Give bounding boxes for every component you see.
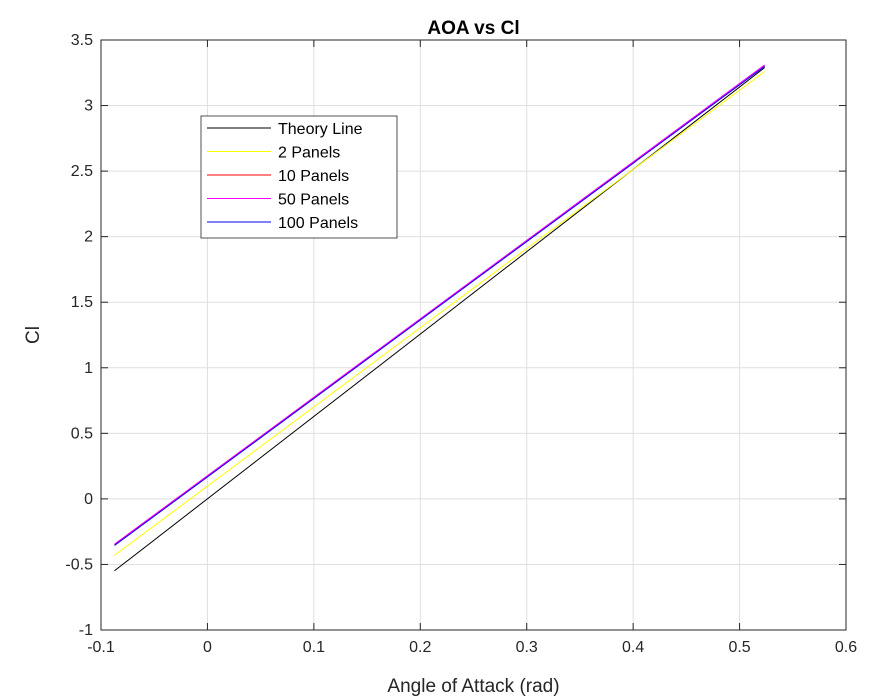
y-tick-label: 1 (84, 360, 93, 377)
legend: Theory Line 2 Panels 10 Panels 50 Panels 100… (200, 115, 398, 239)
legend-entry: Theory Line (278, 121, 363, 138)
series-group (114, 64, 765, 572)
y-tick-label: 2.5 (71, 163, 93, 180)
y-tick-label: 3.5 (71, 32, 93, 49)
x-tick-label: 0.3 (516, 639, 538, 656)
x-tick-label: -0.1 (87, 639, 115, 656)
legend-entry: 50 Panels (278, 192, 349, 209)
chart-title: AOA vs Cl (427, 18, 519, 39)
y-tick-label: 2 (84, 229, 93, 246)
x-tick-label: 0.1 (303, 639, 325, 656)
x-axis-label: Angle of Attack (rad) (387, 676, 559, 697)
y-tick-label: 3 (84, 98, 93, 115)
legend-entry: 100 Panels (278, 215, 358, 232)
legend-entry: 2 Panels (278, 145, 340, 162)
y-tick-label: 0 (84, 491, 93, 508)
y-tick-label: -0.5 (65, 556, 93, 573)
series-line (114, 65, 765, 546)
x-tick-label: 0.4 (622, 639, 644, 656)
x-tick-label: 0.5 (728, 639, 750, 656)
x-tick-label: 0.2 (409, 639, 431, 656)
legend-box (200, 115, 398, 239)
y-tick-label: -1 (79, 622, 93, 639)
y-tick-label: 1.5 (71, 294, 93, 311)
series-line (114, 64, 765, 545)
legend-entry: 10 Panels (278, 168, 349, 185)
x-tick-label: 0 (203, 639, 212, 656)
x-tick-label: 0.6 (835, 639, 857, 656)
series-line (114, 71, 765, 556)
tick-group: -0.1 0 0.1 0.2 0.3 0.4 0.5 0.6 -1 -0.5 0 0.5 1 1.5 2 2.… (65, 32, 857, 656)
y-tick-label: 0.5 (71, 425, 93, 442)
plot-frame (100, 39, 847, 631)
series-line (114, 67, 765, 572)
y-axis-label: Cl (23, 326, 44, 344)
